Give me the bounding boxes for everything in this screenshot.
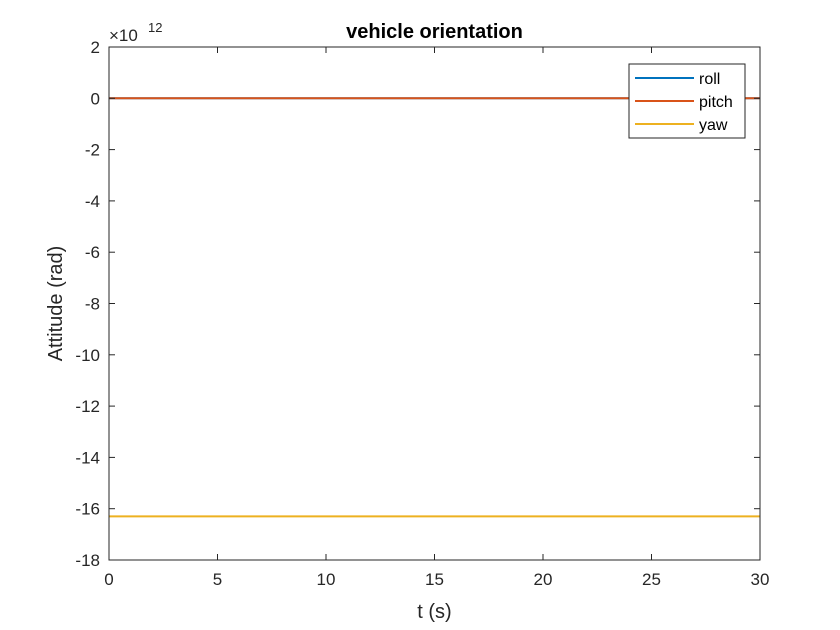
y-tick-label: -4 [85,192,100,211]
y-tick-label: -10 [75,346,100,365]
chart-title: vehicle orientation [346,21,523,43]
legend: roll pitch yaw [628,63,746,139]
x-tick-label: 5 [213,570,222,589]
y-axis-ticks: 2 0 -2 -4 -6 -8 -10 -12 -14 -16 -18 [75,38,760,570]
y-tick-label: -18 [75,551,100,570]
x-tick-label: 15 [425,570,444,589]
x-tick-label: 20 [534,570,553,589]
x-axis-label: t (s) [417,601,451,623]
y-axis-label: Attitude (rad) [45,246,67,362]
x-tick-label: 25 [642,570,661,589]
y-tick-label: -12 [75,397,100,416]
y-tick-label: -2 [85,141,100,160]
x-tick-label: 10 [317,570,336,589]
y-tick-label: -6 [85,243,100,262]
x-axis-ticks: 0 5 10 15 20 25 30 [104,47,769,589]
legend-label-pitch: pitch [699,94,733,111]
y-tick-label: -8 [85,295,100,314]
x-tick-label: 30 [751,570,770,589]
y-tick-label: 0 [91,89,100,108]
y-exponent: ×10 12 [109,20,162,45]
y-tick-label: 2 [91,38,100,57]
x-tick-label: 0 [104,570,113,589]
y-tick-label: -14 [75,448,100,467]
y-exponent-base: ×10 [109,26,138,45]
legend-label-roll: roll [699,71,720,88]
y-exponent-power: 12 [148,20,162,35]
y-tick-label: -16 [75,500,100,519]
legend-label-yaw: yaw [699,117,728,134]
